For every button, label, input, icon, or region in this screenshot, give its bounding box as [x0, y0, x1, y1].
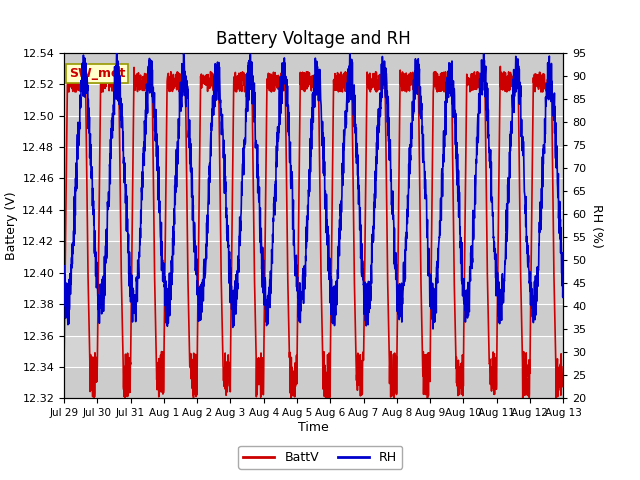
Legend: BattV, RH: BattV, RH — [238, 446, 402, 469]
Bar — [64, 304, 563, 336]
Bar — [64, 241, 563, 273]
Y-axis label: Battery (V): Battery (V) — [5, 192, 18, 260]
Bar — [64, 179, 563, 210]
Text: SW_met: SW_met — [69, 67, 125, 80]
X-axis label: Time: Time — [298, 421, 329, 434]
Bar — [64, 367, 563, 398]
Bar — [64, 53, 563, 84]
Title: Battery Voltage and RH: Battery Voltage and RH — [216, 30, 411, 48]
Y-axis label: RH (%): RH (%) — [590, 204, 603, 248]
Bar — [64, 116, 563, 147]
